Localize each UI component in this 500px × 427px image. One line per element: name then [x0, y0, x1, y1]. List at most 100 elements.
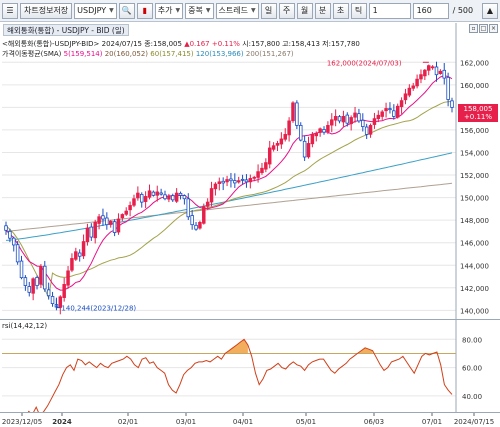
candle-body: [299, 124, 303, 141]
count-input[interactable]: 160: [412, 2, 449, 19]
x-tick-label: 07/01: [422, 418, 442, 426]
ma-label: 가격이동평균(SMA): [2, 50, 62, 58]
candle-body: [279, 138, 284, 145]
rsi-overbought-fill: [225, 339, 248, 354]
toolbar: ☰ 차트정보저장 USDJPY ▼ 🔍 ▮ 추가 ▼ 중복 ▼ 스트레드 ▼ 일 주 월…: [0, 0, 500, 22]
candle-body: [271, 145, 276, 150]
candle-body: [167, 196, 171, 200]
ma60-value: 60(157,415): [150, 50, 194, 58]
candle-body: [50, 296, 55, 304]
candle-body: [392, 110, 396, 117]
low-marker: [55, 297, 61, 309]
candle-body: [341, 116, 346, 123]
ma200-line: [5, 182, 453, 232]
overlay-select[interactable]: 중복 ▼: [185, 2, 214, 19]
candle-body: [81, 241, 86, 257]
candle-body: [291, 102, 295, 122]
chevron-down-icon: ▼: [250, 7, 256, 14]
search-icon[interactable]: 🔍: [118, 2, 135, 19]
candle-body: [120, 214, 125, 219]
candle-body: [318, 128, 322, 133]
maximize-icon[interactable]: □: [479, 24, 488, 33]
candle-body: [380, 111, 384, 117]
candle-body: [143, 196, 148, 202]
x-tick-label: 02/01: [118, 418, 138, 426]
candle-body: [8, 230, 12, 239]
candle-body: [283, 134, 287, 140]
candle-body: [403, 93, 408, 101]
ma-legend: 가격이동평균(SMA) 5(159,514) 20(160,052) 60(15…: [2, 49, 294, 59]
candle-body: [62, 284, 66, 298]
candle-body: [333, 116, 338, 121]
candle-body: [349, 117, 353, 125]
x-axis: 2023/12/05 2024 02/01 03/01 04/01 05/01 06/03 0…: [0, 412, 500, 427]
candle-body: [46, 289, 51, 297]
style-select[interactable]: 스트레드 ▼: [215, 2, 259, 19]
price-chart[interactable]: 162,000160,000158,000156,000154,000152,0…: [0, 23, 500, 320]
rsi-overbought-fill: [357, 347, 373, 354]
chart-save-button[interactable]: 차트정보저장: [20, 2, 73, 19]
candle-body: [27, 286, 32, 293]
ma5-line: [5, 74, 453, 291]
candle-body: [174, 192, 179, 202]
candle-body: [252, 176, 256, 179]
period-second-button[interactable]: 초: [332, 2, 349, 19]
add-select[interactable]: 추가 ▼: [154, 2, 184, 19]
candle-body: [267, 147, 272, 165]
symbol-select[interactable]: USDJPY ▼: [74, 2, 117, 19]
style-label: 스트레드: [218, 6, 248, 15]
ma120-value: 120(153,966): [195, 50, 244, 58]
close-icon[interactable]: ×: [489, 24, 498, 33]
period-month-button[interactable]: 월: [296, 2, 313, 19]
interval-input[interactable]: 1: [368, 2, 411, 19]
candle-body: [240, 178, 245, 181]
y-tick-label: 148,000: [460, 217, 489, 225]
candle-body: [419, 74, 423, 80]
rsi-tick-label: 80.00: [462, 336, 482, 344]
y-tick-label: 154,000: [460, 149, 489, 157]
candle-body: [70, 258, 74, 271]
candle-icon[interactable]: ▮: [136, 2, 153, 19]
menu-icon[interactable]: ☰: [2, 2, 18, 19]
ma200-value: 200(151,267): [245, 50, 294, 58]
candle-body: [198, 222, 202, 229]
period-week-button[interactable]: 주: [278, 2, 295, 19]
candle-body: [124, 210, 128, 215]
candle-body: [256, 171, 260, 178]
x-tick-label: 2024/07/15: [454, 418, 494, 426]
rsi-chart[interactable]: 80.00 60.00 40.00: [0, 320, 500, 412]
candle-body: [306, 143, 311, 158]
candle-body: [23, 277, 28, 286]
candle-body: [260, 167, 264, 174]
current-price-flag: 158,005 +0.11%: [458, 104, 498, 122]
low-annotation: 140,244(2023/12/28): [61, 305, 136, 313]
candle-body: [31, 278, 35, 294]
y-tick-label: 142,000: [460, 285, 489, 293]
candle-body: [112, 221, 117, 233]
candle-body: [430, 66, 435, 69]
candle-body: [43, 265, 47, 290]
candle-body: [171, 195, 175, 201]
ma20-value: 20(160,052): [104, 50, 149, 58]
current-price-change: +0.11%: [463, 113, 493, 121]
candle-body: [438, 70, 443, 75]
period-minute-button[interactable]: 분: [314, 2, 331, 19]
candle-body: [244, 179, 249, 183]
candle-body: [229, 178, 233, 182]
candle-body: [39, 265, 43, 285]
candle-body: [411, 85, 415, 89]
add-label: 추가: [157, 6, 173, 15]
minimize-icon[interactable]: ▫: [469, 24, 478, 33]
candle-body: [132, 198, 136, 206]
candle-body: [372, 118, 377, 125]
y-tick-label: 140,000: [460, 307, 489, 315]
candle-body: [182, 195, 187, 200]
candle-body: [77, 252, 82, 257]
scroll-arrow-icon[interactable]: ▲: [482, 2, 498, 19]
x-tick-label: 2023/12/05: [2, 418, 42, 426]
period-tick-button[interactable]: 틱: [350, 2, 367, 19]
rsi-pane: 80.00 60.00 40.00 rsi(14,42,12): [0, 320, 500, 412]
candle-body: [368, 125, 373, 135]
chevron-down-icon: ▼: [109, 7, 114, 14]
period-day-button[interactable]: 일: [260, 2, 277, 19]
